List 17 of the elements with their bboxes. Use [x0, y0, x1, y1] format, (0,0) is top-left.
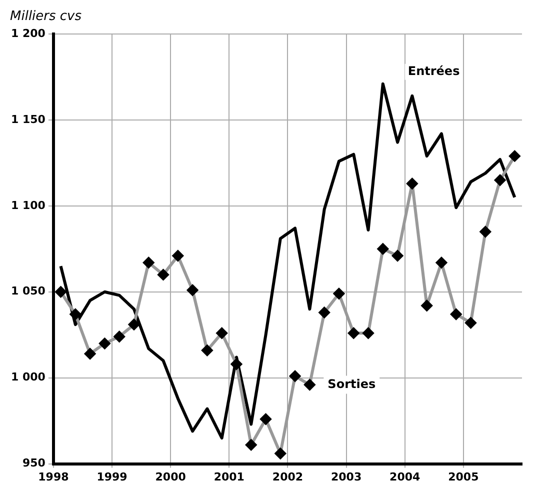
x-tick-label: 2003 [330, 470, 362, 484]
y-tick-label: 950 [22, 456, 46, 470]
x-tick-label: 1998 [38, 470, 69, 484]
x-tick-label: 2005 [448, 470, 479, 484]
x-tick-label: 2000 [155, 470, 186, 484]
x-tick-label: 2001 [214, 470, 244, 484]
x-tick-label: 2002 [272, 470, 304, 484]
x-tick-label: 1999 [96, 470, 128, 484]
x-tick-label: 2004 [390, 470, 421, 484]
y-tick-label: 1 150 [10, 112, 46, 126]
series-label: Sorties [328, 376, 376, 391]
y-tick-label: 1 000 [10, 370, 46, 384]
y-tick-label: 1 050 [10, 284, 46, 298]
y-tick-label: 1 100 [10, 198, 46, 212]
series-label: Entrées [408, 64, 460, 78]
y-tick-label: 1 200 [10, 26, 46, 40]
y-axis-title: Milliers cvs [10, 8, 82, 24]
